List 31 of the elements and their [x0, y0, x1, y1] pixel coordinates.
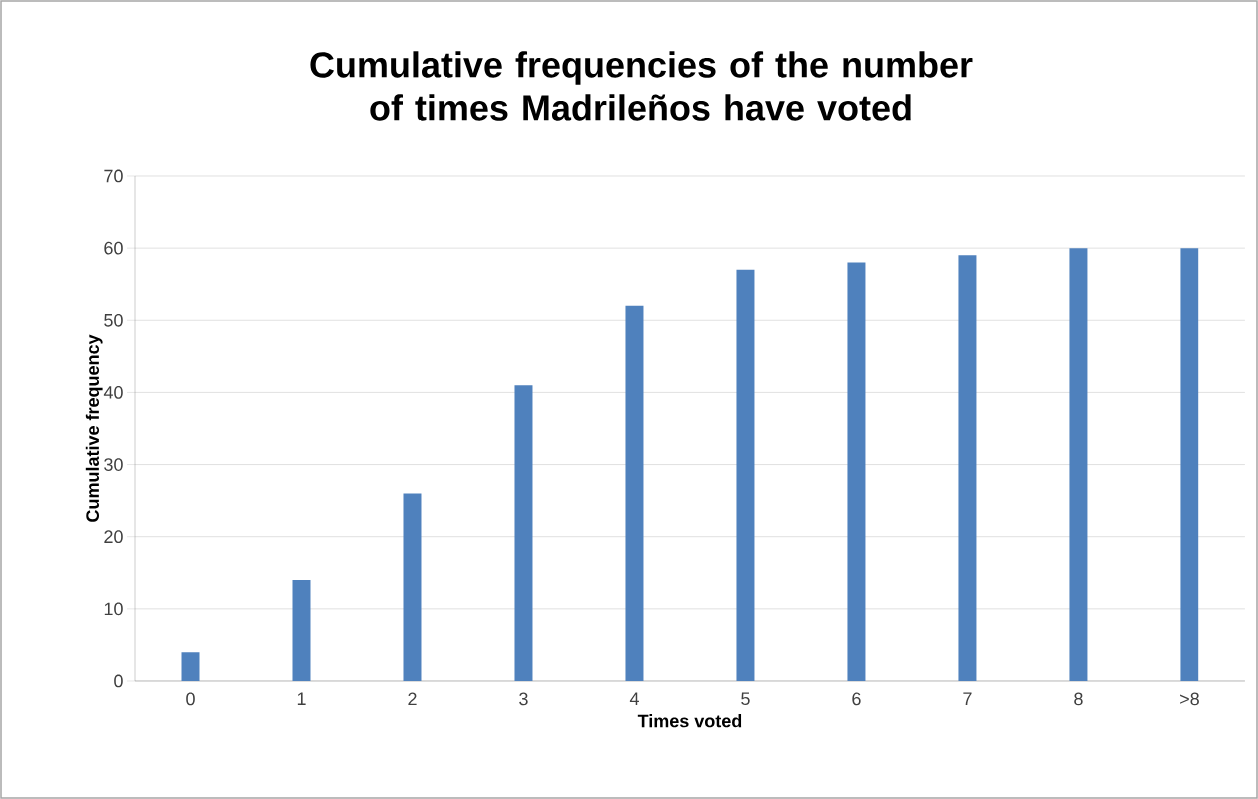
chart-title: Cumulative frequencies of the number of times Madrileños have voted	[310, 51, 973, 121]
bar	[625, 305, 644, 681]
x-tick-label: 8	[1074, 692, 1083, 706]
y-tick-label: 0	[114, 674, 123, 688]
x-tick-label: 4	[629, 692, 639, 705]
x-tick-label: 3	[519, 692, 528, 706]
y-axis-title: Cumulative frequency	[85, 334, 103, 522]
bar	[1180, 248, 1199, 681]
y-tick-label: 20	[104, 530, 123, 544]
bar	[292, 579, 311, 681]
x-tick-label: 1	[297, 692, 306, 705]
x-tick-label: 7	[963, 692, 972, 705]
y-tick-label: 50	[104, 313, 123, 327]
x-tick-label: 6	[852, 692, 861, 706]
x-axis-title: Times voted	[637, 714, 742, 728]
bar	[514, 385, 533, 681]
bar	[847, 262, 866, 681]
bar	[1069, 248, 1088, 681]
y-tick-label: 30	[104, 458, 123, 471]
bar	[958, 255, 977, 681]
bar	[181, 652, 200, 681]
y-tick-label: 40	[103, 386, 123, 399]
bar	[403, 493, 422, 681]
x-tick-label: >8	[1180, 692, 1199, 706]
y-tick-label: 60	[104, 241, 123, 255]
y-tick-label: 70	[104, 169, 123, 183]
x-tick-label: 0	[186, 692, 195, 706]
y-tick-label: 10	[104, 602, 123, 616]
x-tick-label: 2	[408, 692, 417, 706]
x-tick-label: 5	[741, 692, 750, 706]
bar	[736, 269, 755, 681]
